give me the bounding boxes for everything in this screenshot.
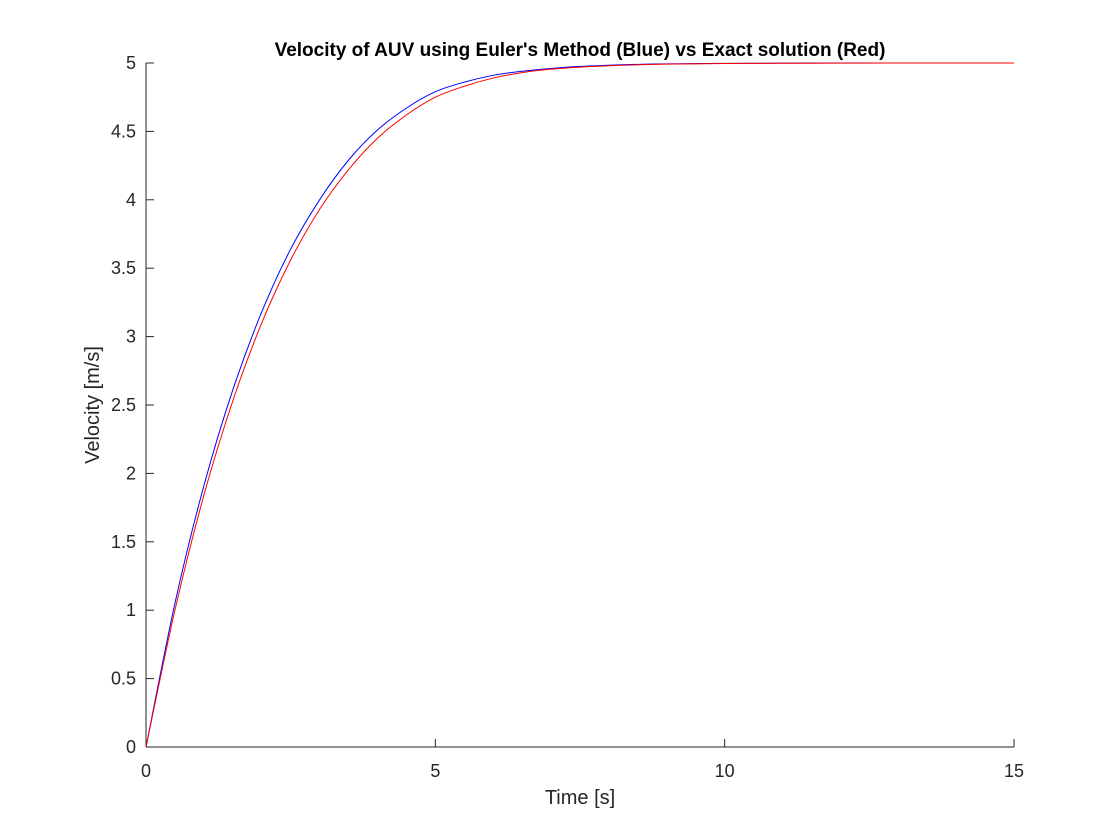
- x-axis-ticks: 0 5 10 15: [141, 739, 1024, 781]
- y-tick-label: 1.5: [111, 532, 136, 552]
- plot-area: 0 0.5 1 1.5 2 2.5 3 3.5 4 4.5 5 0 5 10 15: [111, 53, 1024, 781]
- y-tick-label: 4.5: [111, 121, 136, 141]
- y-tick-label: 1: [126, 600, 136, 620]
- x-tick-label: 15: [1004, 761, 1024, 781]
- y-tick-label: 2.5: [111, 395, 136, 415]
- series-exact-line: [145, 62, 1014, 748]
- x-axis-label: Time [s]: [545, 787, 615, 809]
- y-tick-label: 3.5: [111, 258, 136, 278]
- y-axis-label: Velocity [m/s]: [82, 346, 104, 464]
- y-tick-label: 0: [126, 737, 136, 757]
- x-tick-label: 0: [141, 761, 151, 781]
- y-tick-label: 5: [126, 53, 136, 73]
- y-tick-label: 4: [126, 190, 136, 210]
- y-tick-label: 0.5: [111, 669, 136, 689]
- x-tick-label: 5: [430, 761, 440, 781]
- y-axis-ticks: 0 0.5 1 1.5 2 2.5 3 3.5 4 4.5 5: [111, 53, 154, 757]
- x-tick-label: 10: [715, 761, 735, 781]
- series-euler-line: [145, 62, 1014, 748]
- chart-title: Velocity of AUV using Euler's Method (Bl…: [275, 40, 886, 61]
- series-layer: [145, 62, 1014, 748]
- y-tick-label: 2: [126, 463, 136, 483]
- y-tick-label: 3: [126, 327, 136, 347]
